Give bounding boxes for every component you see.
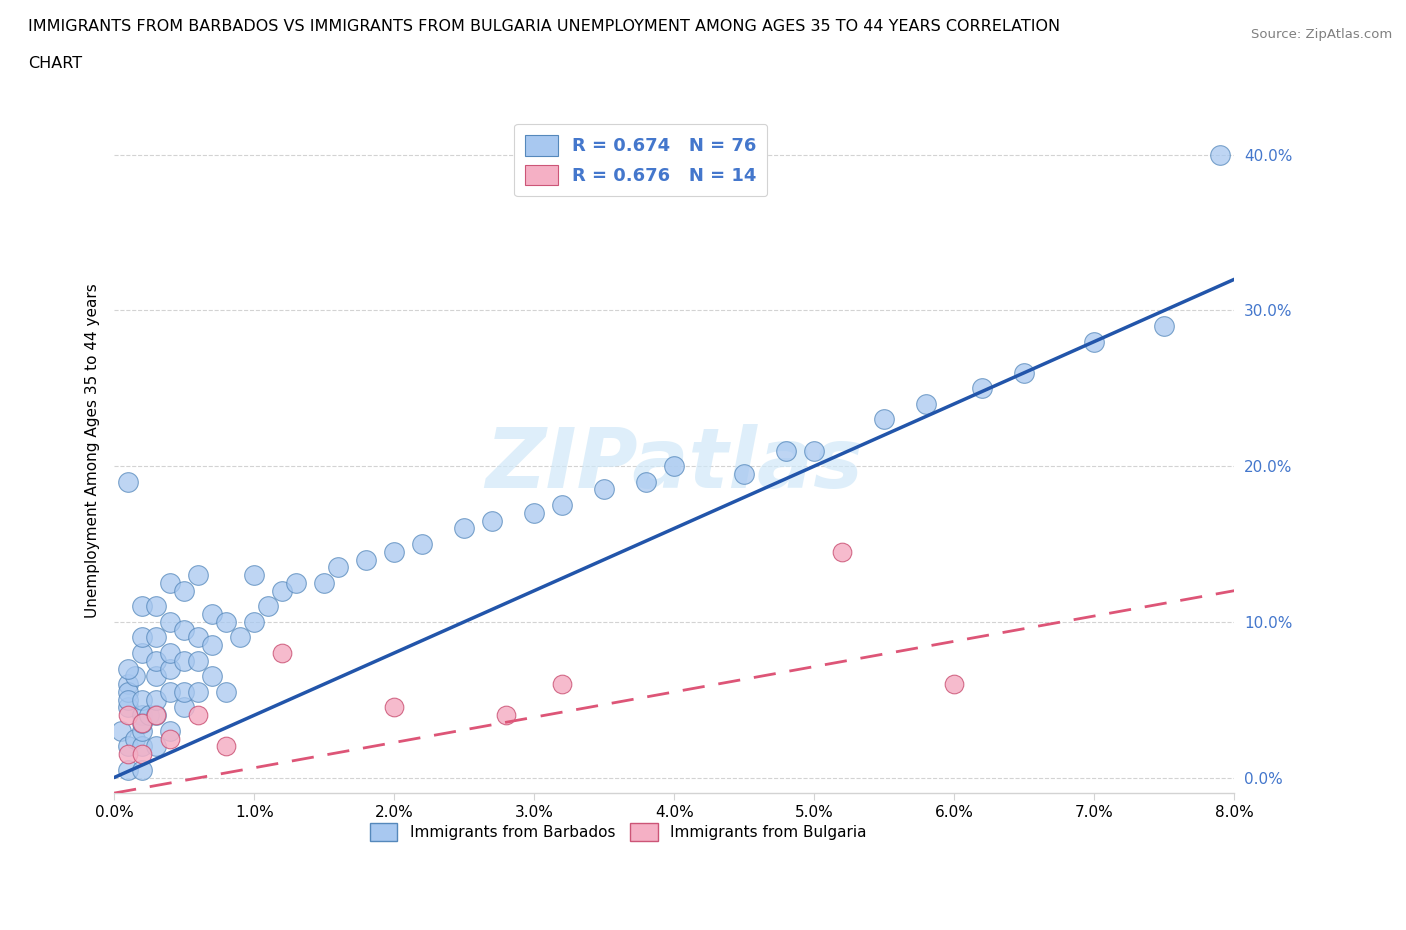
Point — [1083, 334, 1105, 349]
Point — [145, 692, 167, 707]
Point — [187, 708, 209, 723]
Point — [972, 380, 994, 395]
Point — [131, 763, 153, 777]
Point — [382, 700, 405, 715]
Point — [314, 576, 336, 591]
Point — [733, 467, 755, 482]
Point — [257, 599, 280, 614]
Point — [131, 724, 153, 738]
Point — [124, 731, 146, 746]
Point — [187, 567, 209, 582]
Point — [131, 715, 153, 730]
Point — [159, 661, 181, 676]
Point — [636, 474, 658, 489]
Point — [229, 630, 252, 644]
Point — [271, 583, 294, 598]
Point — [803, 443, 825, 458]
Point — [138, 708, 160, 723]
Text: ZIPatlas: ZIPatlas — [485, 424, 863, 505]
Point — [117, 700, 139, 715]
Text: Source: ZipAtlas.com: Source: ZipAtlas.com — [1251, 28, 1392, 41]
Point — [131, 739, 153, 754]
Point — [159, 645, 181, 660]
Text: CHART: CHART — [28, 56, 82, 71]
Point — [354, 552, 377, 567]
Point — [131, 645, 153, 660]
Point — [117, 474, 139, 489]
Y-axis label: Unemployment Among Ages 35 to 44 years: Unemployment Among Ages 35 to 44 years — [86, 283, 100, 618]
Point — [271, 645, 294, 660]
Point — [382, 544, 405, 559]
Point — [117, 739, 139, 754]
Point — [110, 724, 132, 738]
Point — [215, 739, 238, 754]
Point — [159, 724, 181, 738]
Point — [131, 599, 153, 614]
Point — [943, 677, 966, 692]
Point — [159, 576, 181, 591]
Point — [481, 513, 503, 528]
Point — [173, 583, 195, 598]
Point — [131, 692, 153, 707]
Point — [117, 692, 139, 707]
Point — [159, 731, 181, 746]
Point — [173, 684, 195, 699]
Point — [201, 669, 224, 684]
Point — [593, 482, 616, 497]
Point — [328, 560, 350, 575]
Point — [523, 505, 546, 520]
Point — [551, 498, 574, 512]
Point — [551, 677, 574, 692]
Point — [187, 653, 209, 668]
Point — [117, 661, 139, 676]
Point — [145, 630, 167, 644]
Point — [117, 747, 139, 762]
Point — [285, 576, 308, 591]
Point — [1153, 319, 1175, 334]
Point — [201, 638, 224, 653]
Point — [159, 615, 181, 630]
Point — [173, 700, 195, 715]
Point — [831, 544, 853, 559]
Point — [243, 615, 266, 630]
Point — [243, 567, 266, 582]
Point — [159, 684, 181, 699]
Point — [131, 708, 153, 723]
Point — [873, 412, 896, 427]
Point — [145, 708, 167, 723]
Point — [187, 630, 209, 644]
Point — [117, 684, 139, 699]
Point — [124, 669, 146, 684]
Point — [131, 747, 153, 762]
Point — [775, 443, 797, 458]
Point — [201, 606, 224, 621]
Point — [145, 669, 167, 684]
Point — [145, 653, 167, 668]
Point — [131, 715, 153, 730]
Point — [173, 653, 195, 668]
Point — [145, 599, 167, 614]
Point — [187, 684, 209, 699]
Point — [215, 684, 238, 699]
Point — [1014, 365, 1036, 380]
Point — [131, 630, 153, 644]
Point — [215, 615, 238, 630]
Point — [664, 458, 686, 473]
Point — [145, 739, 167, 754]
Point — [117, 708, 139, 723]
Point — [145, 708, 167, 723]
Point — [117, 677, 139, 692]
Point — [495, 708, 517, 723]
Point — [173, 622, 195, 637]
Point — [1209, 147, 1232, 162]
Point — [915, 396, 938, 411]
Point — [453, 521, 475, 536]
Legend: Immigrants from Barbados, Immigrants from Bulgaria: Immigrants from Barbados, Immigrants fro… — [364, 817, 873, 847]
Point — [411, 537, 433, 551]
Text: IMMIGRANTS FROM BARBADOS VS IMMIGRANTS FROM BULGARIA UNEMPLOYMENT AMONG AGES 35 : IMMIGRANTS FROM BARBADOS VS IMMIGRANTS F… — [28, 19, 1060, 33]
Point — [117, 763, 139, 777]
